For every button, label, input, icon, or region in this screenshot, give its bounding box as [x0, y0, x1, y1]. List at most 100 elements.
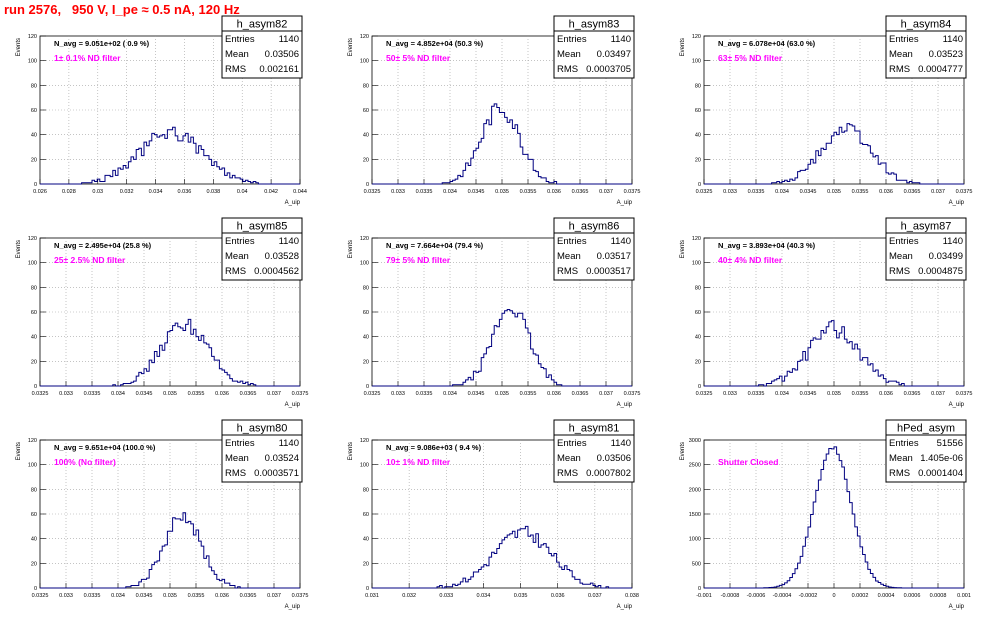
stats-value: 0.002161 [259, 64, 299, 75]
histogram-panel: 0.0325 0.033 0.0335 0.034 0.0345 0.035 0.0355 0… [348, 15, 640, 206]
histogram-series [372, 103, 632, 185]
y-tick-label: 100 [28, 261, 37, 267]
x-tick-label: 0.001 [957, 593, 971, 599]
stats-title: h_asym80 [237, 423, 288, 435]
stats-box [221, 217, 303, 281]
x-tick-label: 0.0335 [416, 189, 433, 195]
x-tick-label: 0.0325 [696, 391, 713, 397]
stats-key: Mean [889, 453, 913, 464]
stats-key: RMS [557, 64, 578, 75]
stats-title: h_asym86 [569, 221, 620, 233]
stats-box [885, 217, 967, 281]
x-tick-label: 0.0355 [188, 593, 205, 599]
x-tick-label: 0.0355 [188, 391, 205, 397]
histogram-series [40, 126, 300, 185]
stats-value: 0.03528 [265, 251, 299, 262]
stats-key: Entries [889, 34, 919, 45]
y-tick-label: 60 [695, 310, 701, 316]
y-tick-label: 20 [363, 359, 369, 365]
y-tick-label: 100 [360, 261, 369, 267]
run-title: run 2576, 950 V, I_pe ≈ 0.5 nA, 120 Hz [4, 2, 240, 17]
stats-value: 0.03506 [597, 453, 631, 464]
x-tick-label: 0.035 [827, 189, 841, 195]
x-tick-label: 0.036 [215, 593, 229, 599]
stats-key: Entries [557, 34, 587, 45]
y-axis-label: Events [16, 442, 22, 460]
x-tick-label: 0.0335 [84, 391, 101, 397]
x-tick-label: 0.036 [215, 391, 229, 397]
stats-title: hPed_asym [897, 423, 955, 435]
y-tick-label: 80 [363, 285, 369, 291]
x-tick-label: 0.037 [267, 593, 281, 599]
x-tick-label: 0.0345 [800, 189, 817, 195]
y-tick-label: 60 [363, 310, 369, 316]
stats-key: Mean [225, 49, 249, 60]
stats-value: 0.0004875 [918, 266, 963, 277]
x-tick-label: 0.0345 [800, 391, 817, 397]
x-tick-label: 0.0325 [32, 593, 49, 599]
x-tick-label: -0.0008 [721, 593, 740, 599]
y-tick-label: 40 [31, 537, 37, 543]
y-tick-label: 0 [698, 586, 701, 592]
stats-value: 1.405e-06 [920, 453, 963, 464]
stats-key: RMS [557, 266, 578, 277]
y-tick-label: 120 [28, 236, 37, 242]
y-axis-label: Events [16, 240, 22, 258]
y-tick-label: 80 [695, 285, 701, 291]
stats-key: Mean [557, 49, 581, 60]
y-tick-label: 100 [360, 59, 369, 65]
y-tick-label: 80 [31, 285, 37, 291]
x-tick-label: 0.0365 [572, 189, 589, 195]
x-tick-label: 0.031 [365, 593, 379, 599]
stats-key: Entries [889, 438, 919, 449]
y-tick-label: 500 [692, 561, 701, 567]
x-tick-label: -0.0006 [747, 593, 766, 599]
n-avg-label: N_avg = 2.495e+04 (25.8 %) [54, 241, 152, 250]
y-tick-label: 120 [692, 236, 701, 242]
stats-value: 1140 [279, 34, 299, 45]
y-tick-label: 80 [363, 83, 369, 89]
x-tick-label: -0.0004 [773, 593, 792, 599]
histogram-series [40, 512, 300, 589]
x-tick-label: 0.038 [206, 189, 220, 195]
x-tick-label: 0.034 [149, 189, 163, 195]
stats-key: Mean [889, 251, 913, 262]
y-axis-label: Events [16, 38, 22, 56]
x-tick-label: 0.03 [92, 189, 103, 195]
x-tick-label: 0.034 [111, 593, 125, 599]
stats-box [553, 15, 635, 79]
n-avg-label: N_avg = 9.651e+04 (100.0 %) [54, 443, 156, 452]
stats-value: 0.0001404 [918, 468, 963, 479]
y-tick-label: 120 [28, 34, 37, 40]
x-axis-label: A_uip [949, 402, 965, 408]
stats-value: 0.03506 [265, 49, 299, 60]
y-tick-label: 0 [34, 182, 37, 188]
histogram-panel: 0.0325 0.033 0.0335 0.034 0.0345 0.035 0.0355 0… [16, 419, 308, 610]
stats-value: 0.03523 [929, 49, 963, 60]
x-tick-label: 0.0365 [904, 189, 921, 195]
stats-value: 0.0003571 [254, 468, 299, 479]
y-tick-label: 40 [31, 133, 37, 139]
histogram-panel: 0.0325 0.033 0.0335 0.034 0.0345 0.035 0.0355 0… [680, 217, 973, 408]
x-tick-label: 0.0375 [956, 391, 973, 397]
x-tick-label: 0.0345 [136, 593, 153, 599]
x-tick-label: 0.0365 [240, 391, 257, 397]
y-tick-label: 60 [31, 310, 37, 316]
y-tick-label: 20 [695, 157, 701, 163]
histogram-panel: 0.0325 0.033 0.0335 0.034 0.0345 0.035 0.0355 0… [680, 15, 972, 206]
x-tick-label: 0.036 [879, 391, 893, 397]
stats-box [553, 217, 635, 281]
x-tick-label: 0.0365 [240, 593, 257, 599]
histogram-series [372, 525, 632, 589]
x-tick-label: 0.034 [111, 391, 125, 397]
stats-key: RMS [225, 468, 246, 479]
stats-key: Mean [889, 49, 913, 60]
stats-key: Mean [557, 251, 581, 262]
x-tick-label: 0.035 [495, 391, 509, 397]
x-tick-label: 0.0345 [468, 391, 485, 397]
x-axis-label: A_uip [617, 604, 633, 610]
y-tick-label: 0 [34, 384, 37, 390]
histogram-series [704, 320, 964, 387]
x-tick-label: 0.028 [62, 189, 76, 195]
stats-key: Entries [225, 438, 255, 449]
